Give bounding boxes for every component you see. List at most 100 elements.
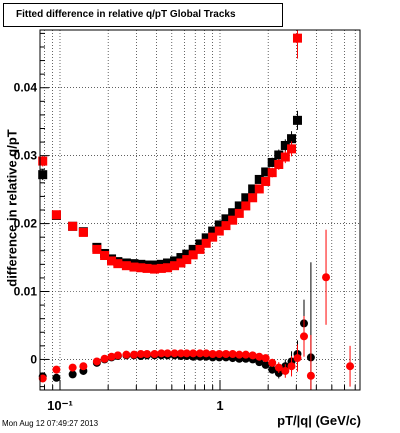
data-point-circle [235, 350, 244, 359]
data-point-square [38, 156, 48, 166]
data-point-square [228, 208, 238, 218]
data-point-circle [113, 351, 122, 360]
y-tick-label: 0.01 [14, 285, 38, 299]
data-point-square [248, 193, 258, 203]
data-point-square [214, 220, 224, 230]
data-point-square [274, 150, 284, 160]
data-point-square [234, 201, 244, 211]
data-point-square [129, 262, 139, 272]
data-point-circle [163, 349, 172, 358]
data-point-square [51, 210, 61, 220]
data-point-square [38, 170, 48, 180]
data-point-circle [299, 332, 308, 341]
x-tick-label: 10⁻¹ [47, 398, 73, 413]
data-point-square [261, 167, 271, 177]
data-point-circle [150, 350, 159, 358]
data-point-circle [68, 370, 77, 379]
grid-layer [40, 30, 360, 390]
data-point-square [176, 258, 186, 268]
data-point-circle [92, 357, 101, 366]
data-point-square [208, 232, 218, 242]
data-point-square [182, 249, 192, 259]
data-point-circle [215, 350, 224, 358]
data-point-circle [107, 352, 116, 361]
data-point-circle [189, 349, 198, 358]
data-point-square [142, 263, 152, 273]
data-point-circle [221, 350, 230, 358]
chart-title: Fitted difference in relative q/pT Globa… [16, 9, 236, 20]
y-tick-label: 0.03 [14, 149, 38, 163]
y-tick-label: 0 [30, 352, 37, 366]
data-point-circle [68, 363, 77, 372]
data-point-circle [208, 350, 217, 358]
data-point-square [136, 263, 146, 273]
data-point-square [248, 184, 258, 194]
data-point-circle [143, 350, 152, 358]
data-point-circle [248, 351, 257, 360]
data-point-square [68, 221, 78, 231]
data-point-circle [122, 350, 131, 359]
data-point-square [188, 250, 198, 260]
data-point-circle [79, 362, 88, 371]
data-point-square [267, 168, 277, 178]
data-point-square [254, 184, 264, 194]
y-tick-label: 0.02 [14, 217, 38, 231]
y-tick-label: 0.04 [14, 81, 38, 95]
y-axis-label: difference in relative q/pT [4, 129, 20, 287]
data-point-square [78, 227, 88, 237]
data-point-square [163, 263, 173, 273]
data-point-circle [274, 363, 283, 372]
x-axis-label: pT/|q| (GeV/c) [277, 413, 361, 428]
data-point-square [201, 233, 211, 243]
data-point-circle [241, 350, 250, 359]
data-point-circle [287, 362, 296, 371]
data-point-circle [136, 350, 145, 358]
data-point-square [214, 226, 224, 236]
data-point-circle [176, 349, 185, 358]
data-point-square [195, 244, 205, 254]
chart-title-box: Fitted difference in relative q/pT Globa… [3, 3, 283, 27]
series-layer [38, 30, 355, 390]
data-point-square [261, 176, 271, 186]
data-point-square [241, 201, 251, 211]
data-point-square [150, 264, 160, 274]
data-point-square [188, 244, 198, 254]
data-point-square [107, 256, 117, 266]
data-point-circle [261, 354, 270, 363]
data-point-square [221, 221, 231, 231]
data-point-circle [261, 360, 270, 369]
data-point-circle [255, 352, 264, 361]
data-point-square [292, 33, 302, 43]
data-point-square [228, 215, 238, 225]
data-point-circle [100, 354, 109, 363]
data-point-circle [346, 362, 355, 371]
data-point-circle [268, 358, 277, 367]
data-point-square [267, 157, 277, 167]
data-point-square [292, 115, 302, 125]
data-point-square [182, 255, 192, 265]
data-point-circle [182, 349, 191, 358]
plot-frame [39, 29, 361, 391]
data-point-square [156, 263, 166, 273]
data-point-square [287, 134, 297, 144]
data-point-circle [268, 365, 277, 374]
data-point-circle [52, 373, 61, 382]
data-point-circle [170, 349, 179, 358]
data-point-circle [129, 350, 138, 359]
data-point-circle [157, 349, 166, 358]
data-point-circle [293, 354, 302, 363]
timestamp: Mon Aug 12 07:49:27 2013 [2, 419, 99, 428]
data-point-square [201, 238, 211, 248]
data-point-circle [196, 349, 204, 358]
data-point-circle [228, 350, 237, 358]
data-point-square [274, 159, 284, 169]
data-point-square [170, 261, 180, 271]
data-point-square [254, 174, 264, 184]
data-point-square [287, 144, 297, 154]
data-point-circle [322, 273, 331, 282]
data-point-square [195, 239, 205, 249]
data-point-square [241, 193, 251, 203]
data-point-square [176, 253, 186, 263]
data-point-circle [38, 374, 47, 383]
